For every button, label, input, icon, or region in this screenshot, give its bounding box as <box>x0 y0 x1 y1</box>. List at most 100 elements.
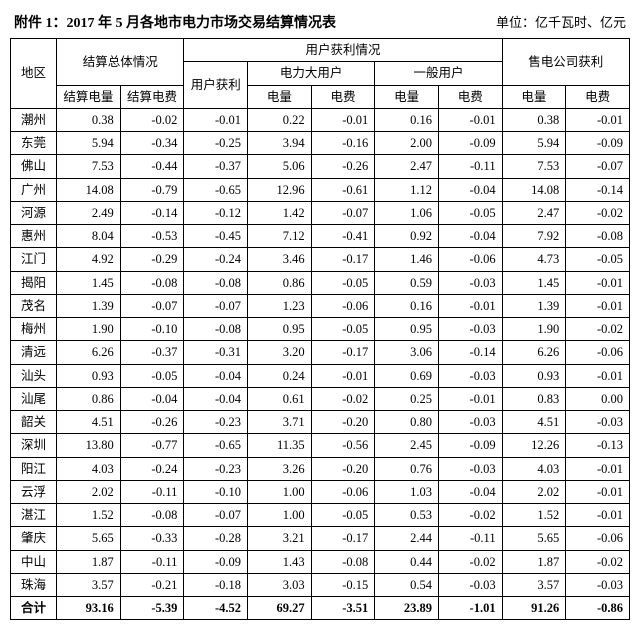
cell-normal-fee: -0.03 <box>438 573 502 596</box>
cell-settle-fee: -0.77 <box>120 434 184 457</box>
cell-user-profit: -0.45 <box>184 225 248 248</box>
cell-sales-fee: -0.01 <box>566 108 630 131</box>
region: 肇庆 <box>11 527 57 550</box>
region: 惠州 <box>11 225 57 248</box>
cell-normal-fee: -0.02 <box>438 550 502 573</box>
cell-sales-fee: -0.08 <box>566 225 630 248</box>
table-row: 深圳13.80-0.77-0.6511.35-0.562.45-0.0912.2… <box>11 434 630 457</box>
cell-settle-q: 1.90 <box>57 318 121 341</box>
th-normal-user: 一般用户 <box>375 62 502 85</box>
cell-normal-fee: -0.02 <box>438 504 502 527</box>
cell-normal-q: 1.46 <box>375 248 439 271</box>
cell-settle-q: 2.49 <box>57 201 121 224</box>
region: 汕头 <box>11 364 57 387</box>
table-row: 河源2.49-0.14-0.121.42-0.071.06-0.052.47-0… <box>11 201 630 224</box>
cell-settle-fee: -0.21 <box>120 573 184 596</box>
cell-settle-q: 13.80 <box>57 434 121 457</box>
cell-settle-fee: -0.08 <box>120 504 184 527</box>
cell-user-profit: -0.25 <box>184 132 248 155</box>
cell-sales-q: 1.87 <box>502 550 566 573</box>
cell-normal-q: 2.44 <box>375 527 439 550</box>
cell-settle-q: 5.94 <box>57 132 121 155</box>
cell-normal-fee: -0.04 <box>438 178 502 201</box>
table-body: 潮州0.38-0.02-0.010.22-0.010.16-0.010.38-0… <box>11 108 630 620</box>
cell-settle-q: 0.86 <box>57 387 121 410</box>
cell-user-profit: -0.12 <box>184 201 248 224</box>
cell-normal-fee: -0.03 <box>438 271 502 294</box>
cell-normal-fee: -1.01 <box>438 597 502 620</box>
table-head: 地区 结算总体情况 用户获利情况 售电公司获利 用户获利 电力大用户 一般用户 … <box>11 39 630 109</box>
region: 中山 <box>11 550 57 573</box>
cell-user-profit: -0.04 <box>184 387 248 410</box>
table-row: 佛山7.53-0.44-0.375.06-0.262.47-0.117.53-0… <box>11 155 630 178</box>
region: 广州 <box>11 178 57 201</box>
cell-settle-fee: -5.39 <box>120 597 184 620</box>
table-row: 江门4.92-0.29-0.243.46-0.171.46-0.064.73-0… <box>11 248 630 271</box>
cell-user-profit: -0.28 <box>184 527 248 550</box>
cell-settle-q: 2.02 <box>57 480 121 503</box>
th-normal-fee: 电费 <box>438 85 502 108</box>
cell-sales-fee: -0.09 <box>566 132 630 155</box>
cell-sales-fee: -0.06 <box>566 527 630 550</box>
th-region: 地区 <box>11 39 57 109</box>
th-sales-q: 电量 <box>502 85 566 108</box>
cell-settle-fee: -0.26 <box>120 411 184 434</box>
th-sales-group: 售电公司获利 <box>502 39 629 86</box>
table-row: 汕尾0.86-0.04-0.040.61-0.020.25-0.010.830.… <box>11 387 630 410</box>
cell-big-q: 3.71 <box>248 411 312 434</box>
cell-user-profit: -0.24 <box>184 248 248 271</box>
cell-settle-q: 14.08 <box>57 178 121 201</box>
cell-sales-fee: -0.13 <box>566 434 630 457</box>
cell-normal-fee: -0.06 <box>438 248 502 271</box>
table-row: 潮州0.38-0.02-0.010.22-0.010.16-0.010.38-0… <box>11 108 630 131</box>
table-row: 肇庆5.65-0.33-0.283.21-0.172.44-0.115.65-0… <box>11 527 630 550</box>
cell-user-profit: -0.07 <box>184 504 248 527</box>
cell-sales-q: 1.39 <box>502 294 566 317</box>
table-row: 湛江1.52-0.08-0.071.00-0.050.53-0.021.52-0… <box>11 504 630 527</box>
cell-user-profit: -0.10 <box>184 480 248 503</box>
cell-big-fee: -0.17 <box>311 248 375 271</box>
cell-sales-q: 0.83 <box>502 387 566 410</box>
table-unit: 单位：亿千瓦时、亿元 <box>496 12 626 31</box>
cell-big-fee: -0.05 <box>311 271 375 294</box>
cell-user-profit: -0.23 <box>184 457 248 480</box>
cell-normal-fee: -0.09 <box>438 434 502 457</box>
table-row: 惠州8.04-0.53-0.457.12-0.410.92-0.047.92-0… <box>11 225 630 248</box>
cell-normal-fee: -0.04 <box>438 225 502 248</box>
cell-sales-fee: -0.03 <box>566 573 630 596</box>
region: 佛山 <box>11 155 57 178</box>
cell-user-profit: -0.65 <box>184 178 248 201</box>
table-row-total: 合计93.16-5.39-4.5269.27-3.5123.89-1.0191.… <box>11 597 630 620</box>
cell-big-fee: -0.26 <box>311 155 375 178</box>
cell-sales-q: 91.26 <box>502 597 566 620</box>
cell-user-profit: -0.09 <box>184 550 248 573</box>
cell-sales-fee: -0.01 <box>566 480 630 503</box>
region: 潮州 <box>11 108 57 131</box>
cell-settle-fee: -0.79 <box>120 178 184 201</box>
cell-normal-q: 2.00 <box>375 132 439 155</box>
cell-normal-q: 0.16 <box>375 108 439 131</box>
cell-normal-q: 0.76 <box>375 457 439 480</box>
settlement-table: 地区 结算总体情况 用户获利情况 售电公司获利 用户获利 电力大用户 一般用户 … <box>10 38 630 620</box>
cell-settle-q: 8.04 <box>57 225 121 248</box>
cell-big-q: 3.03 <box>248 573 312 596</box>
cell-sales-q: 7.92 <box>502 225 566 248</box>
cell-big-q: 0.22 <box>248 108 312 131</box>
cell-normal-q: 0.54 <box>375 573 439 596</box>
cell-big-fee: -0.02 <box>311 387 375 410</box>
region: 深圳 <box>11 434 57 457</box>
region: 云浮 <box>11 480 57 503</box>
cell-big-fee: -3.51 <box>311 597 375 620</box>
cell-normal-q: 1.06 <box>375 201 439 224</box>
region: 清远 <box>11 341 57 364</box>
cell-sales-fee: -0.02 <box>566 550 630 573</box>
region: 茂名 <box>11 294 57 317</box>
cell-normal-q: 2.47 <box>375 155 439 178</box>
th-settle-group: 结算总体情况 <box>57 39 184 86</box>
cell-user-profit: -4.52 <box>184 597 248 620</box>
table-row: 云浮2.02-0.11-0.101.00-0.061.03-0.042.02-0… <box>11 480 630 503</box>
th-user-profit: 用户获利 <box>184 62 248 109</box>
cell-sales-fee: -0.01 <box>566 457 630 480</box>
cell-big-q: 69.27 <box>248 597 312 620</box>
cell-normal-fee: -0.05 <box>438 201 502 224</box>
